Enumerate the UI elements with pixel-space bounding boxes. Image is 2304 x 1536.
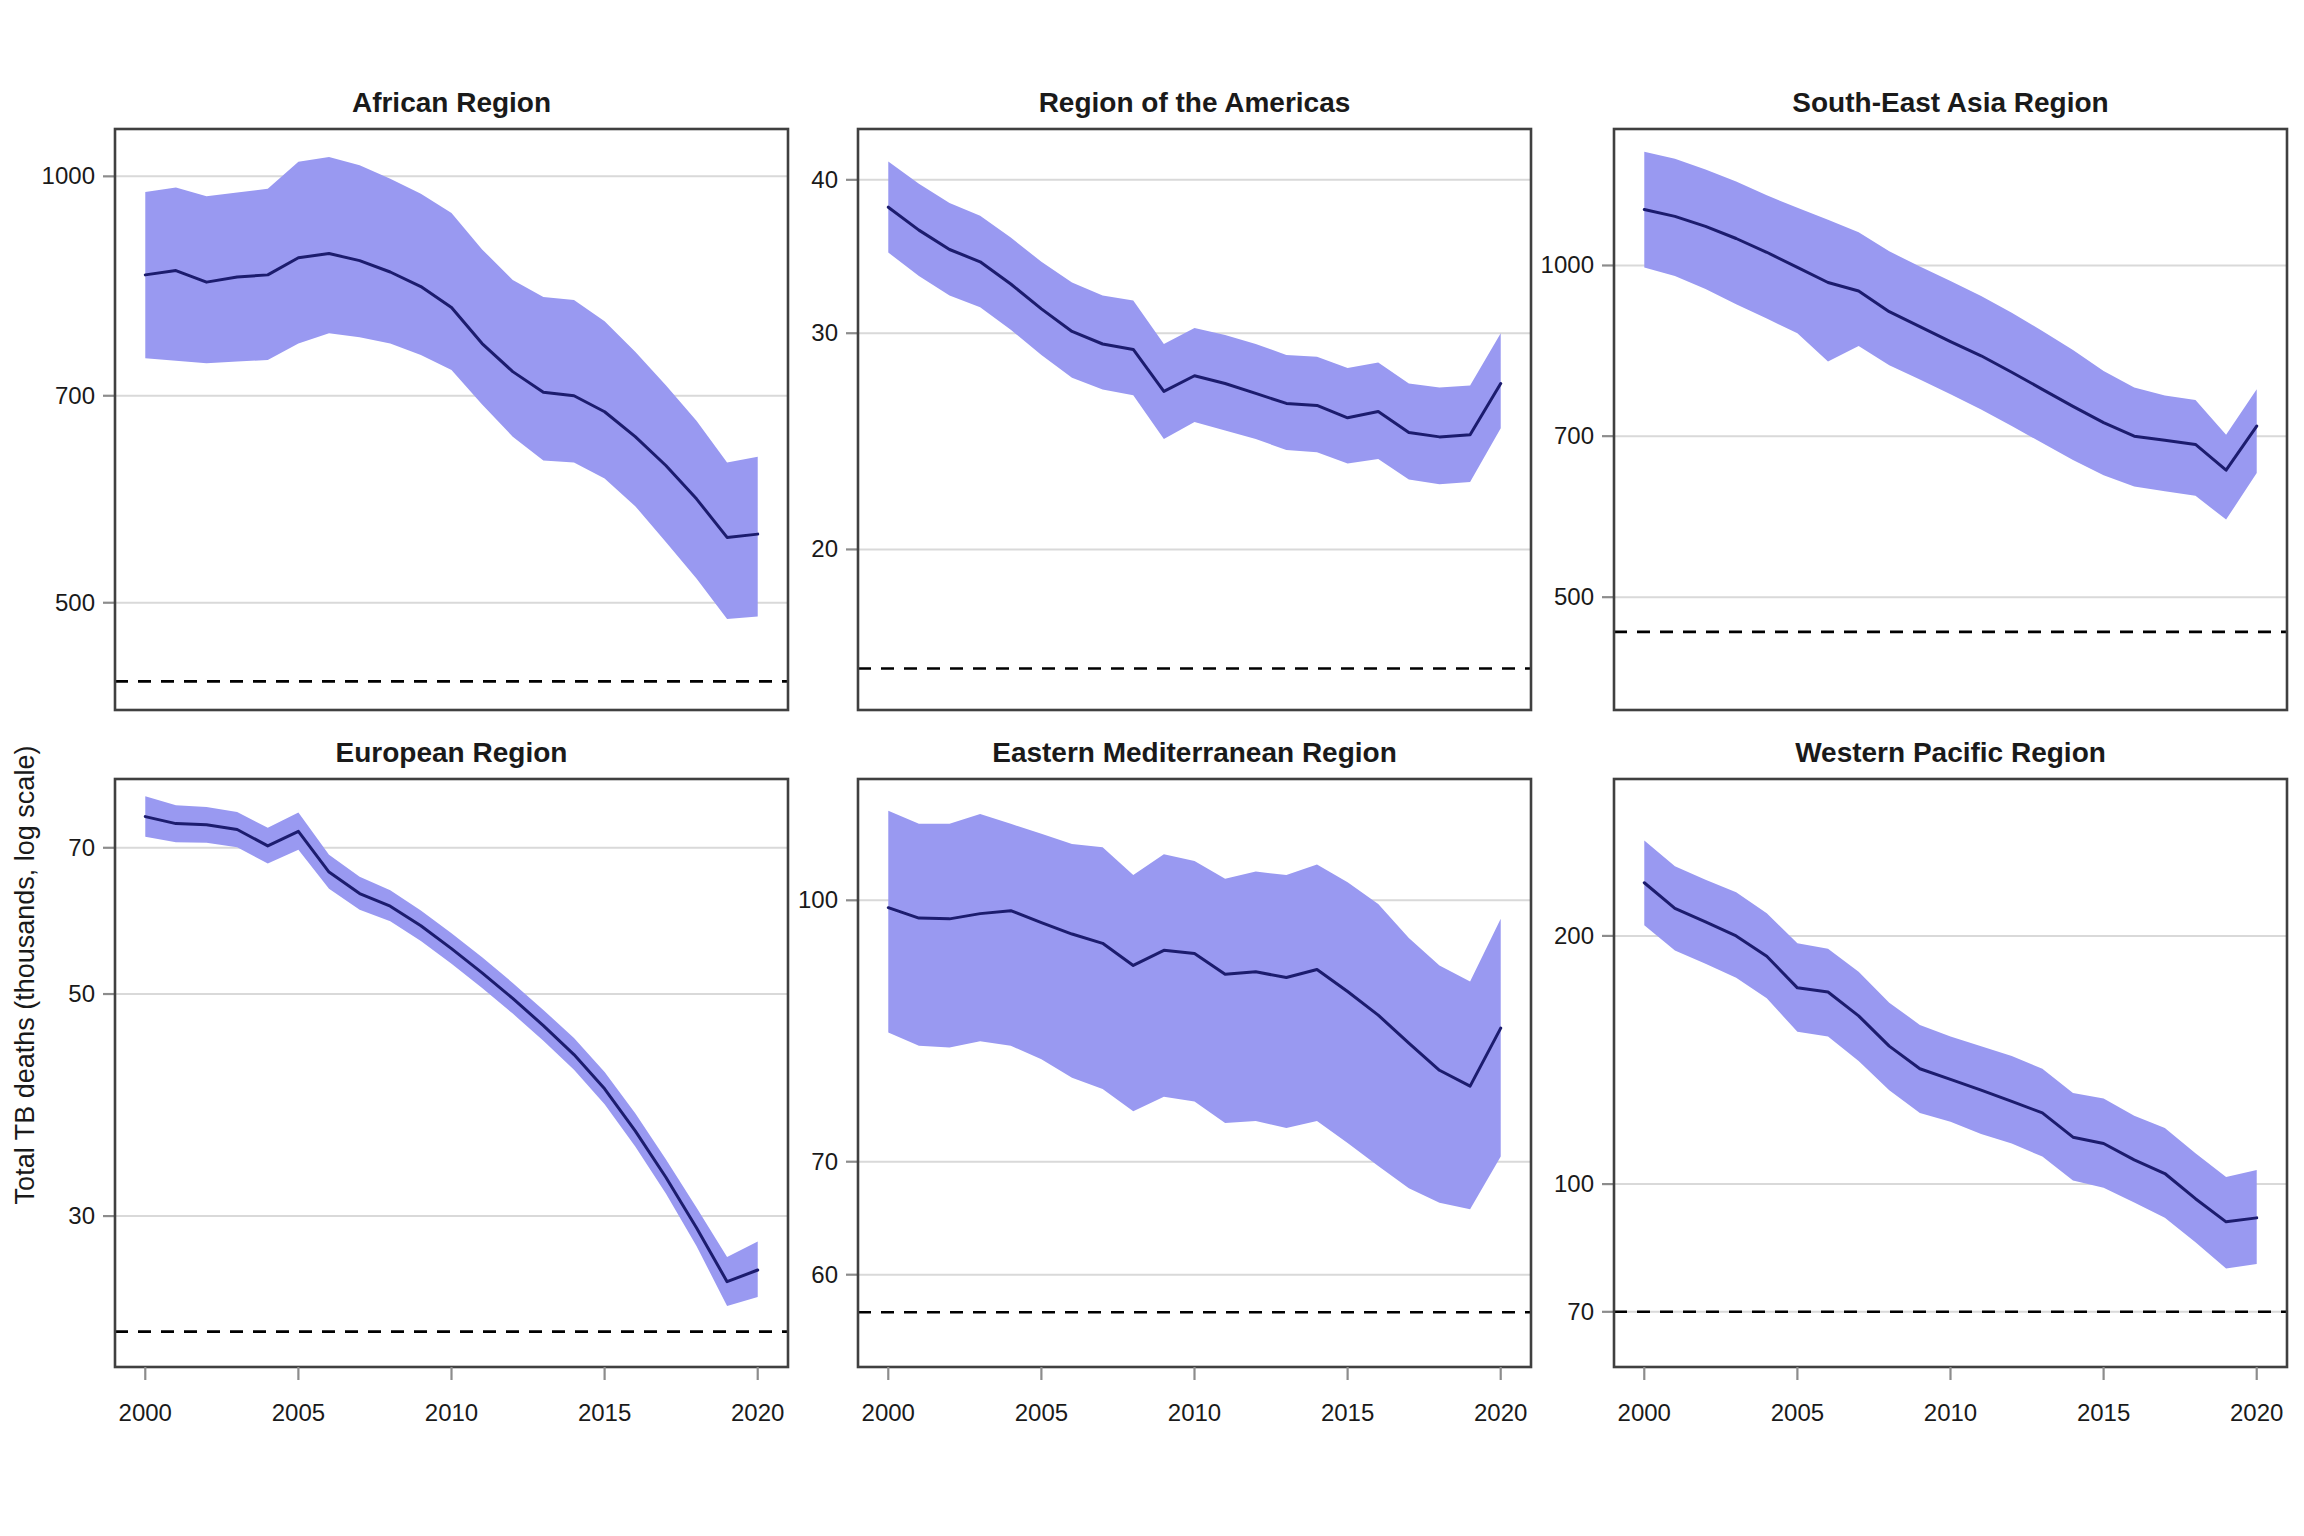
y-tick-label: 50	[68, 980, 95, 1007]
x-tick-label: 2000	[862, 1399, 915, 1426]
y-tick-label: 100	[798, 886, 838, 913]
x-tick-label: 2020	[2230, 1399, 2283, 1426]
panel-african-region: 1000 700 500 African Region	[42, 87, 788, 710]
figure-canvas: 1000 700 500 African Region 40 30 20 Region of …	[0, 0, 2304, 1536]
x-tick-label: 2005	[272, 1399, 325, 1426]
tb-deaths-small-multiples-figure: 1000 700 500 African Region 40 30 20 Region of …	[0, 0, 2304, 1536]
x-tick-label: 2000	[119, 1399, 172, 1426]
x-tick-label: 2005	[1771, 1399, 1824, 1426]
panel-title: African Region	[352, 87, 551, 118]
y-tick-label: 700	[55, 382, 95, 409]
y-tick-label: 20	[811, 535, 838, 562]
panel-western-pacific-region: 200 100 70 2000 2005 2010 2015 2020 Western Paci…	[1554, 737, 2287, 1426]
panel-background	[115, 779, 788, 1367]
y-tick-label: 70	[1567, 1298, 1594, 1325]
y-tick-label: 500	[55, 589, 95, 616]
x-tick-label: 2020	[731, 1399, 784, 1426]
x-tick-label: 2010	[425, 1399, 478, 1426]
y-tick-label: 40	[811, 166, 838, 193]
y-tick-label: 70	[68, 834, 95, 861]
y-tick-label: 70	[811, 1148, 838, 1175]
x-tick-label: 2010	[1924, 1399, 1977, 1426]
panel-title: Eastern Mediterranean Region	[992, 737, 1397, 768]
x-tick-label: 2015	[1321, 1399, 1374, 1426]
y-tick-label: 500	[1554, 583, 1594, 610]
x-tick-label: 2000	[1618, 1399, 1671, 1426]
panel-title: European Region	[336, 737, 568, 768]
panel-south-east-asia-region: 1000 700 500 South-East Asia Region	[1541, 87, 2287, 710]
y-tick-label: 1000	[42, 162, 95, 189]
y-tick-label: 60	[811, 1261, 838, 1288]
figure-y-axis-label: Total TB deaths (thousands, log scale)	[10, 746, 40, 1205]
y-tick-label: 1000	[1541, 251, 1594, 278]
x-tick-label: 2015	[2077, 1399, 2130, 1426]
y-tick-label: 30	[811, 319, 838, 346]
panel-title: Region of the Americas	[1039, 87, 1351, 118]
y-tick-label: 30	[68, 1202, 95, 1229]
panel-title: Western Pacific Region	[1795, 737, 2106, 768]
x-tick-label: 2015	[578, 1399, 631, 1426]
x-tick-label: 2010	[1168, 1399, 1221, 1426]
panel-eastern-mediterranean-region: 100 70 60 2000 2005 2010 2015 2020 Eastern Medit…	[798, 737, 1531, 1426]
y-tick-label: 700	[1554, 422, 1594, 449]
panel-region-of-the-americas: 40 30 20 Region of the Americas	[811, 87, 1531, 710]
x-tick-label: 2005	[1015, 1399, 1068, 1426]
y-tick-label: 200	[1554, 922, 1594, 949]
panel-title: South-East Asia Region	[1792, 87, 2108, 118]
panel-european-region: 70 50 30 2000 2005 2010 2015 2020 European Regio…	[68, 737, 788, 1426]
y-tick-label: 100	[1554, 1170, 1594, 1197]
x-tick-label: 2020	[1474, 1399, 1527, 1426]
